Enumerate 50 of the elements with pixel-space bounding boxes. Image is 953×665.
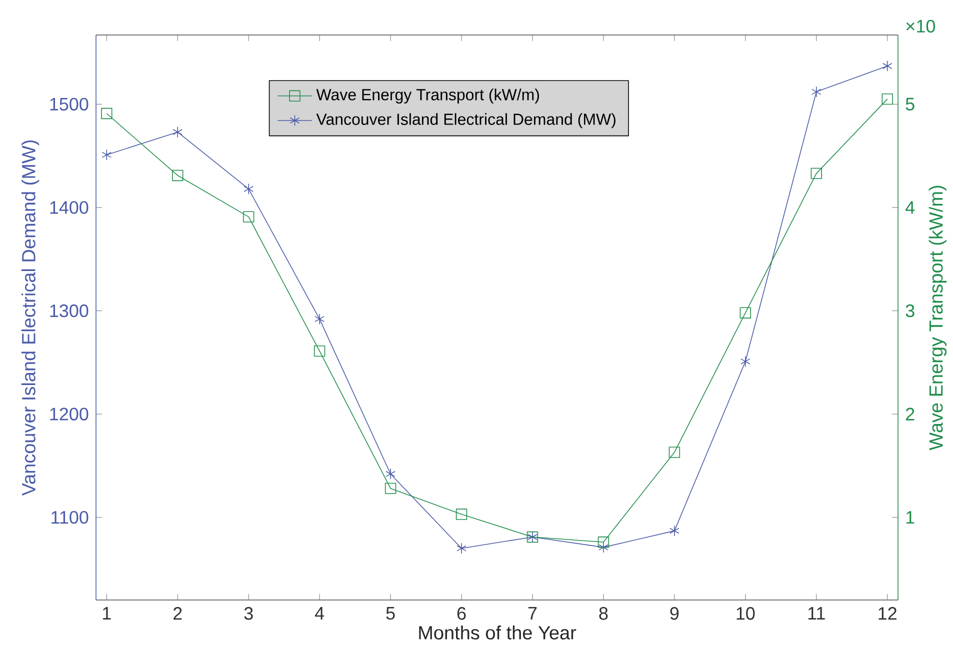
legend-label: Wave Energy Transport (kW/m) — [316, 88, 539, 104]
point — [740, 307, 752, 318]
point — [598, 536, 610, 548]
x-tick-label: 5 — [386, 607, 395, 620]
point — [456, 542, 466, 554]
y-axis-title: Vancouver Island Electrical Demand (MW) — [21, 140, 40, 496]
point — [882, 60, 892, 72]
point — [456, 508, 468, 520]
x-tick-label: 7 — [528, 607, 537, 620]
point — [242, 211, 254, 222]
point — [882, 93, 893, 105]
point — [740, 356, 750, 367]
x-tick-label: 9 — [670, 607, 679, 620]
x-tick-label: 3 — [244, 607, 253, 620]
point — [172, 170, 184, 182]
y2-tick-label: 3 — [906, 304, 914, 318]
y2-tick-label: 1 — [906, 511, 914, 524]
y-tick-label: 1400 — [50, 201, 88, 214]
point — [668, 446, 680, 458]
point — [102, 149, 112, 160]
x-tick-label: 10 — [736, 607, 755, 620]
y-tick-label: 1100 — [52, 510, 88, 524]
point — [670, 525, 680, 536]
point — [314, 345, 326, 357]
x-tick-label: 8 — [599, 607, 608, 620]
x-tick-label: 11 — [808, 607, 825, 620]
point — [386, 468, 396, 480]
y2-axis-title: Wave Energy Transport (kW/m) — [928, 186, 947, 450]
text: ×10 — [906, 20, 936, 33]
x-axis-title: Months of the Year — [419, 626, 576, 640]
point — [314, 313, 324, 325]
point — [810, 168, 822, 180]
x-tick-label: 6 — [457, 607, 466, 620]
x-tick-label: 2 — [174, 607, 182, 620]
point — [244, 183, 254, 195]
y2-tick-label: 2 — [906, 408, 914, 420]
y-tick-label: 1200 — [50, 408, 88, 420]
point — [811, 86, 822, 98]
y-tick-label: 1300 — [50, 304, 88, 318]
point — [598, 542, 608, 553]
point — [172, 126, 183, 138]
y2-tick-label: 4 — [905, 201, 915, 214]
legend-label: Vancouver Island Electrical Demand (MW) — [316, 113, 616, 128]
x-tick-label: 4 — [314, 607, 324, 620]
point — [384, 482, 396, 494]
y-tick-label: 1500 — [50, 98, 88, 111]
point — [101, 108, 112, 120]
x-tick-label: 12 — [878, 607, 896, 620]
y2-tick-label: 5 — [906, 98, 914, 110]
x-tick-label: 1 — [103, 607, 111, 620]
